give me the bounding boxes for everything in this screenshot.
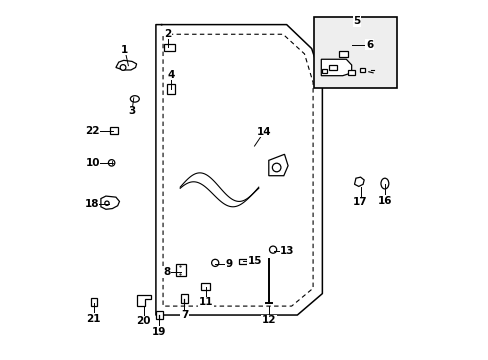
Bar [238,258,246,264]
Text: 21: 21 [86,314,101,324]
Text: 6: 6 [365,40,372,50]
Text: 17: 17 [352,197,367,207]
Circle shape [269,246,276,253]
Text: 18: 18 [84,199,99,209]
Bar [328,64,336,70]
Polygon shape [116,60,136,70]
Polygon shape [322,69,326,73]
Polygon shape [321,59,351,76]
Circle shape [120,64,125,70]
Bar [176,264,185,276]
Bar [110,127,118,134]
Bar [201,283,210,290]
Text: 4: 4 [167,69,175,80]
Text: 14: 14 [256,127,271,137]
Circle shape [211,259,218,266]
Bar [181,294,188,303]
Polygon shape [136,295,151,306]
Bar [155,311,163,319]
Bar [167,84,175,94]
Text: 20: 20 [136,316,151,326]
Text: 5: 5 [353,16,360,26]
Bar [164,44,175,51]
Text: 3: 3 [128,107,135,116]
Bar [91,298,97,306]
Polygon shape [268,154,287,176]
Text: 10: 10 [85,158,100,168]
Text: 2: 2 [164,28,171,39]
Polygon shape [354,177,364,186]
Bar [348,70,354,75]
Bar [339,51,348,58]
Polygon shape [101,196,119,209]
Text: 8: 8 [163,267,170,277]
Text: 19: 19 [152,327,166,337]
Circle shape [272,163,281,172]
Bar [313,18,396,88]
Bar [359,68,364,72]
Text: 7: 7 [181,310,188,320]
Text: 16: 16 [377,196,391,206]
Text: 1: 1 [121,45,128,55]
Text: 22: 22 [85,126,100,136]
Text: 13: 13 [280,247,294,256]
Text: 11: 11 [198,297,213,307]
Circle shape [108,159,115,166]
Circle shape [104,201,109,205]
Text: 15: 15 [247,256,262,266]
Text: 12: 12 [261,315,276,325]
Text: 9: 9 [225,259,233,269]
